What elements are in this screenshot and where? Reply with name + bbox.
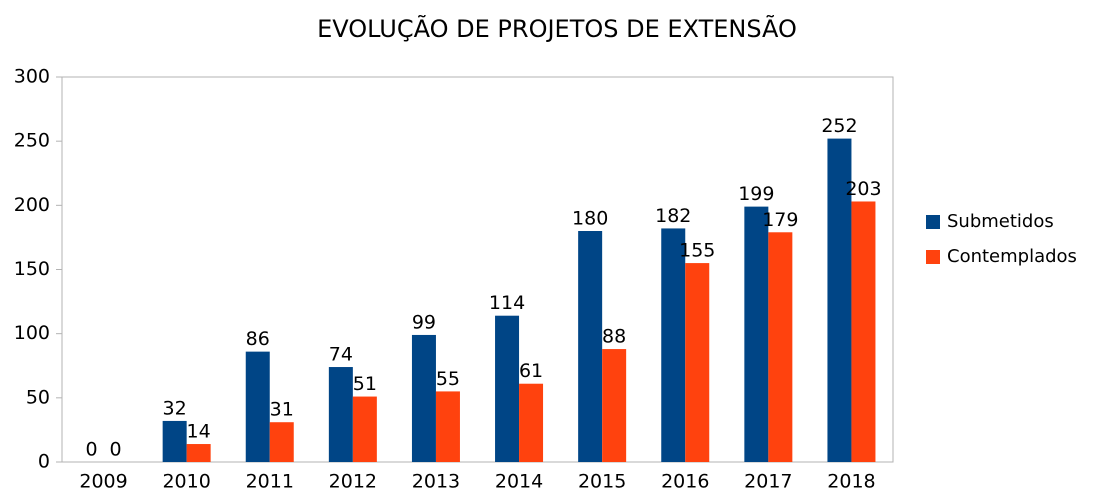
bar — [435, 391, 460, 462]
chart-title: EVOLUÇÃO DE PROJETOS DE EXTENSÃO — [317, 13, 797, 43]
bar — [411, 334, 436, 462]
bar — [269, 422, 294, 462]
y-tick-label: 0 — [38, 451, 50, 473]
legend-swatch — [926, 250, 940, 264]
x-tick-label: 2012 — [329, 471, 377, 493]
x-tick-label: 2014 — [495, 471, 543, 493]
x-tick-label: 2011 — [246, 471, 294, 493]
data-label: 74 — [329, 344, 353, 366]
x-tick-label: 2015 — [578, 471, 626, 493]
data-label: 55 — [436, 368, 460, 390]
data-label: 99 — [412, 311, 436, 333]
bar — [162, 420, 187, 462]
data-label: 86 — [246, 328, 270, 350]
x-tick-label: 2010 — [162, 471, 210, 493]
bar — [827, 138, 852, 462]
data-label: 51 — [353, 373, 377, 395]
data-label: 155 — [679, 240, 715, 262]
y-tick-label: 150 — [14, 258, 50, 280]
legend-swatch — [926, 215, 940, 229]
bar — [578, 231, 603, 462]
bar — [519, 383, 544, 462]
data-label: 88 — [602, 326, 626, 348]
x-tick-label: 2017 — [744, 471, 792, 493]
bar — [186, 444, 211, 462]
data-label: 182 — [655, 205, 691, 227]
data-label: 252 — [821, 115, 857, 137]
y-tick-label: 250 — [14, 130, 50, 152]
data-label: 0 — [86, 439, 98, 461]
bar — [685, 263, 710, 462]
bar — [352, 396, 377, 462]
data-label: 114 — [489, 292, 525, 314]
y-tick-label: 50 — [26, 386, 50, 408]
data-label: 180 — [572, 208, 608, 230]
bar — [495, 315, 520, 462]
legend-label: Contemplados — [947, 246, 1077, 267]
y-tick-label: 100 — [14, 322, 50, 344]
y-tick-label: 300 — [14, 66, 50, 88]
data-label: 14 — [187, 421, 211, 443]
bar — [602, 349, 627, 462]
data-label: 32 — [163, 397, 187, 419]
data-label: 61 — [519, 360, 543, 382]
y-tick-label: 200 — [14, 194, 50, 216]
data-label: 199 — [738, 183, 774, 205]
x-tick-label: 2016 — [661, 471, 709, 493]
data-label: 179 — [762, 209, 798, 231]
bar — [328, 367, 353, 462]
data-label: 31 — [270, 399, 294, 421]
x-tick-label: 2018 — [827, 471, 875, 493]
x-tick-label: 2013 — [412, 471, 460, 493]
x-tick-label: 2009 — [79, 471, 127, 493]
bar — [661, 228, 686, 462]
legend-label: Submetidos — [947, 211, 1054, 232]
data-label: 0 — [110, 439, 122, 461]
bar — [744, 206, 769, 462]
bar — [245, 351, 270, 462]
data-label: 203 — [845, 178, 881, 200]
bar — [768, 232, 793, 462]
bar — [851, 201, 876, 462]
